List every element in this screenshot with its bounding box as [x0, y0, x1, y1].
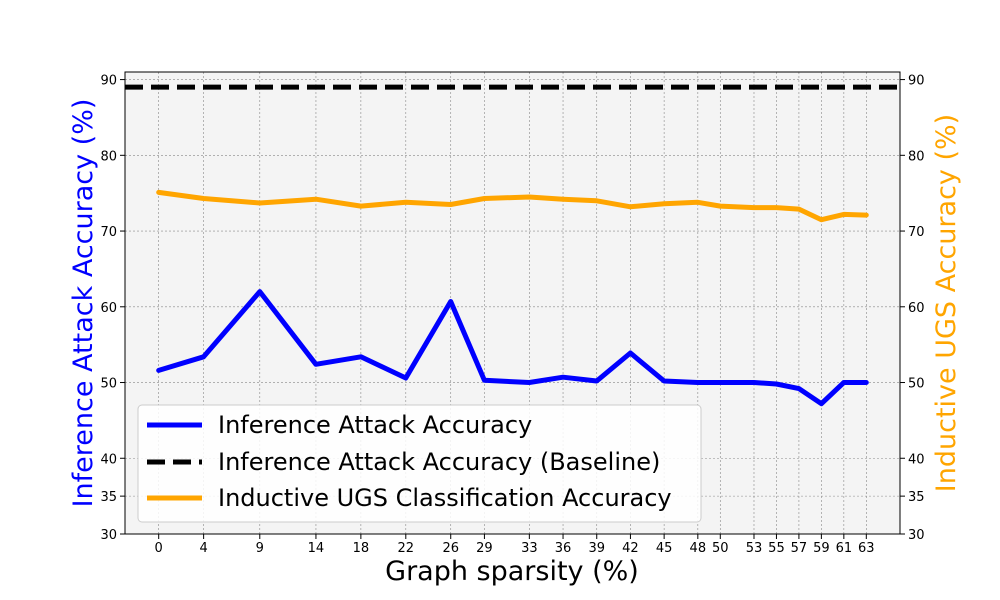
x-tick-label: 22 — [398, 541, 415, 556]
x-tick-label: 45 — [656, 541, 673, 556]
x-tick-label: 50 — [712, 541, 729, 556]
x-tick-label: 14 — [308, 541, 325, 556]
x-axis-title: Graph sparsity (%) — [385, 556, 639, 587]
right-y-tick-label: 35 — [908, 490, 925, 505]
x-tick-label: 55 — [768, 541, 785, 556]
right-y-tick-label: 50 — [908, 377, 925, 392]
right-y-tick-label: 90 — [908, 74, 925, 89]
right-y-tick-label: 30 — [908, 528, 925, 543]
x-tick-label: 39 — [588, 541, 605, 556]
legend: Inference Attack Accuracy Inference Atta… — [137, 404, 702, 523]
plot-frame — [124, 71, 901, 535]
left-y-tick-label: 70 — [100, 225, 117, 240]
right-y-tick-label: 70 — [908, 225, 925, 240]
right-y-tick-label: 40 — [908, 452, 925, 467]
x-tick-label: 48 — [690, 541, 707, 556]
left-y-tick-label: 90 — [100, 74, 117, 89]
x-tick-label: 59 — [813, 541, 830, 556]
x-tick-label: 42 — [622, 541, 639, 556]
x-tick-label: 61 — [836, 541, 853, 556]
right-axis-title: Inductive UGS Accuracy (%) — [931, 114, 962, 492]
right-y-tick-label: 80 — [908, 149, 925, 164]
x-tick-label: 33 — [521, 541, 538, 556]
x-tick-label: 57 — [791, 541, 808, 556]
x-tick-label: 4 — [199, 541, 207, 556]
left-y-tick-label: 80 — [100, 149, 117, 164]
x-tick-label: 18 — [353, 541, 370, 556]
legend-box — [137, 404, 702, 523]
legend-label-baseline: Inference Attack Accuracy (Baseline) — [218, 448, 660, 476]
x-tick-label: 63 — [858, 541, 875, 556]
left-y-tick-label: 30 — [100, 528, 117, 543]
x-tick-label: 53 — [746, 541, 763, 556]
legend-label-attack: Inference Attack Accuracy — [218, 411, 532, 439]
left-y-tick-label: 40 — [100, 452, 117, 467]
left-y-tick-label: 35 — [100, 490, 117, 505]
left-y-tick-label: 60 — [100, 301, 117, 316]
x-tick-label: 29 — [476, 541, 493, 556]
series-layer — [125, 84, 900, 407]
right-y-tick-label: 60 — [908, 301, 925, 316]
left-axis-title: Inference Attack Accuracy (%) — [68, 99, 99, 508]
x-tick-label: 26 — [442, 541, 459, 556]
axis-layer: 0 4 9 14 18 22 26 29 33 36 39 42 45 48 50 53 55 57 59 61 63 3… — [100, 74, 924, 556]
series-line-2 — [156, 189, 869, 223]
x-tick-label: 36 — [555, 541, 572, 556]
left-y-tick-label: 50 — [100, 377, 117, 392]
x-tick-label: 9 — [256, 541, 264, 556]
series-line-0 — [156, 289, 869, 407]
x-tick-label: 0 — [155, 541, 163, 556]
legend-label-ugs: Inductive UGS Classification Accuracy — [218, 484, 672, 512]
